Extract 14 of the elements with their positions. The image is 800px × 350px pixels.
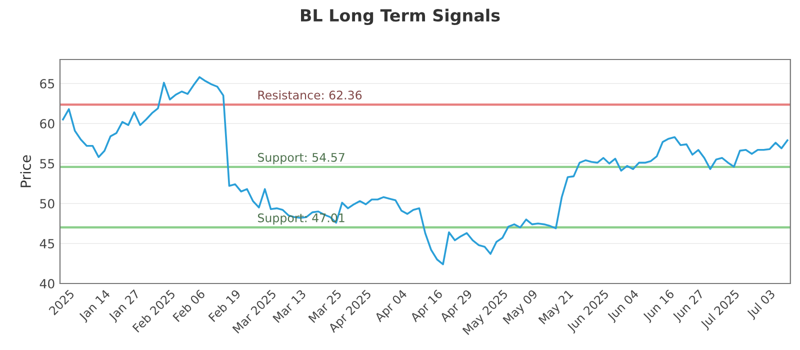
y-tick-label: 60	[40, 118, 54, 128]
x-tick-label: Jul 03	[746, 289, 777, 320]
y-tick-label: 50	[40, 198, 54, 208]
y-tick-label: 65	[40, 78, 54, 88]
x-tick-label: Feb 19	[208, 288, 242, 322]
ref-line-label: Support: 54.57	[258, 152, 344, 164]
line-series	[62, 76, 788, 266]
ref-line-label: Resistance: 62.36	[258, 90, 362, 100]
y-axis-title: Price	[20, 155, 31, 188]
y-tick-label: 45	[40, 239, 54, 248]
x-tick-label: Apr 04	[374, 288, 410, 324]
y-tick-label: 55	[40, 159, 54, 168]
chart-title: BL Long Term Signals	[301, 8, 500, 26]
y-tick-label: 40	[40, 278, 54, 288]
